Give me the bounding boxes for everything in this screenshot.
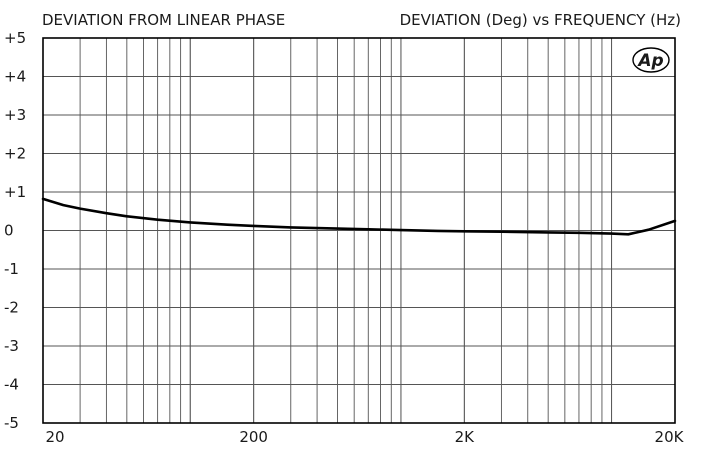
series-line — [41, 197, 677, 236]
x-tick-label: 200 — [239, 428, 268, 446]
series-lines — [41, 197, 677, 236]
chart-subtitle: DEVIATION (Deg) vs FREQUENCY (Hz) — [400, 11, 681, 29]
y-tick-label: -5 — [4, 414, 19, 432]
ap-logo-text: Ap — [636, 51, 663, 71]
y-tick-label: -3 — [4, 337, 19, 355]
x-tick-label: 20 — [45, 428, 64, 446]
y-tick-label: -4 — [4, 376, 19, 394]
plot-frame — [42, 37, 676, 424]
ap-logo-badge — [632, 47, 670, 73]
ap-logo: Ap — [632, 47, 670, 73]
x-tick-label: 2K — [455, 428, 476, 446]
y-tick-label: +3 — [4, 106, 26, 124]
y-tick-label: +1 — [4, 183, 26, 201]
y-tick-label: -2 — [4, 299, 19, 317]
x-tick-label: 20K — [655, 428, 685, 446]
y-tick-label: +5 — [4, 29, 26, 47]
y-tick-label: -1 — [4, 260, 19, 278]
y-tick-label: +4 — [4, 68, 26, 86]
grid-lines — [43, 37, 675, 424]
y-tick-label: +2 — [4, 145, 26, 163]
chart-title: DEVIATION FROM LINEAR PHASE — [42, 11, 285, 29]
axis-labels: +5 +4 +3 +2 +1 0 -1 -2 -3 -4 -5 20 200 2K 20K — [4, 29, 685, 446]
y-tick-label: 0 — [4, 222, 14, 240]
